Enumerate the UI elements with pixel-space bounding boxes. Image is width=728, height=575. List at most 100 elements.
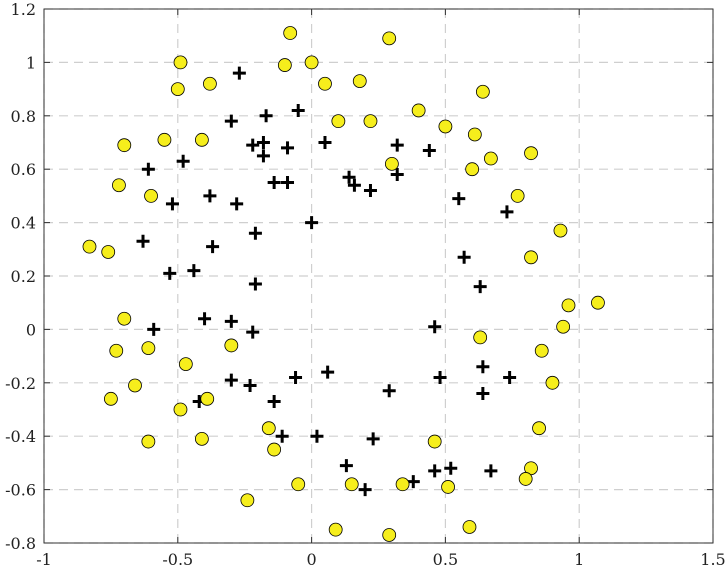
tick-labels: -1 -0.5 0 0.5 1 1.5 -0.8 -0.6 -0.4 -0.2 0 0.2 0.4 0.6… [5,0,726,569]
circle-point [128,378,142,393]
circle-point [170,82,185,96]
plus-point [267,176,281,190]
plus-point [275,429,289,443]
circle-point [465,162,480,177]
y-tick-label: 0.6 [11,160,36,179]
circle-point [82,239,97,254]
circle-point [524,146,538,161]
plus-point [428,464,442,478]
circle-point [344,477,359,492]
plus-point [176,154,190,168]
plus-point [428,320,442,334]
plus-point [305,216,319,230]
circle-point [532,421,546,436]
y-tick-label: 1 [26,53,36,72]
y-tick-label: -0.4 [5,427,36,446]
plus-point [289,370,303,384]
circle-point [267,442,282,457]
y-tick-label: -0.6 [5,481,36,500]
circle-point [475,84,490,99]
circle-point [352,74,367,88]
circle-point [224,338,239,353]
plus-point [291,103,305,117]
plus-point [406,475,420,489]
y-tick-label: 0.2 [11,267,36,286]
circle-point [304,55,319,70]
circle-point [510,188,525,203]
circle-point [545,375,560,390]
plus-point [366,432,380,446]
circle-point [178,357,193,372]
plus-point [246,325,260,339]
y-tick-label: 0.8 [11,107,36,126]
plus-point [256,149,270,163]
circle-point [117,311,132,326]
circle-point [395,477,410,492]
plus-point [342,170,356,184]
plus-point [203,189,217,203]
plus-point [232,66,246,80]
circle-point [382,31,397,46]
circle-point [261,421,276,436]
plus-point [318,136,332,149]
plus-point [390,138,404,152]
plus-point [267,394,281,408]
plus-point [422,144,436,158]
circle-point [283,26,298,40]
plus-point [452,192,466,206]
plus-point [206,240,220,254]
circle-point [441,480,455,494]
plus-point [339,459,353,473]
plus-point [246,138,260,152]
x-tick-label: -0.5 [162,550,193,569]
x-tick-label: 0.5 [433,550,458,569]
circle-point [104,391,118,406]
plus-point [476,386,490,400]
plus-point [390,168,404,182]
plus-point [484,464,498,478]
y-tick-label: -0.2 [5,374,36,393]
circle-point [101,245,116,259]
plus-point [248,277,262,291]
plus-point [363,184,377,198]
x-tick-label: 1.5 [700,550,725,569]
circle-point [363,114,378,129]
circle-point [157,132,172,147]
circle-point [518,472,533,486]
plus-point [503,370,517,384]
circle-point [173,402,188,417]
plus-point [310,429,324,443]
circle-point [411,103,426,118]
x-tick-label: 1 [574,550,584,569]
circle-point [553,223,568,238]
plus-point [476,360,490,374]
plus-point [224,314,238,328]
circle-point [328,522,343,537]
plus-point [136,234,150,248]
plus-point [321,365,335,379]
x-tick-label: -1 [36,550,52,569]
circle-point [524,250,538,265]
plus-point [243,378,257,392]
circle-point [473,330,488,345]
plus-point [281,141,295,155]
plus-point [457,250,471,264]
plus-point [444,461,458,475]
circle-point [194,132,209,147]
x-tick-label: 0 [307,550,317,569]
plus-point [224,114,238,128]
plus-point [187,264,201,278]
circle-point [331,114,346,129]
plus-point [198,312,212,326]
circle-point [117,138,132,153]
circle-point [591,295,605,310]
circle-point [240,493,255,508]
circle-point [112,178,126,193]
circle-point [438,119,453,134]
plus-point [433,370,447,384]
plus-point [248,226,262,240]
circle-point [427,434,442,449]
circle-point [173,55,188,70]
circle-point [483,151,498,166]
